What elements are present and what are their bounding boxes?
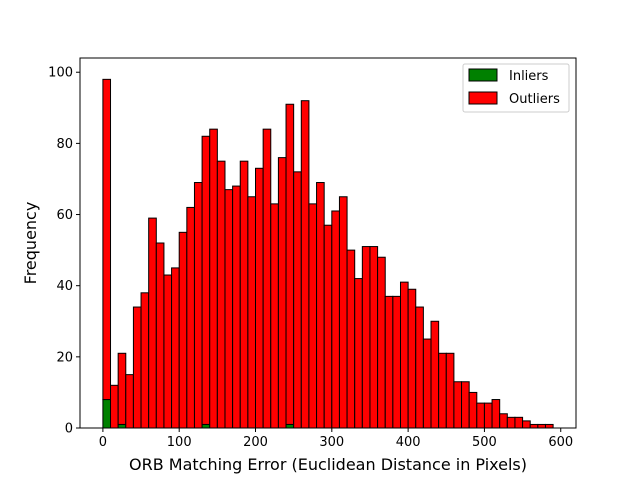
plot-frame	[79, 57, 577, 429]
bar-outliers	[361, 246, 371, 429]
bar-outliers	[239, 160, 249, 429]
bar-outliers	[155, 242, 165, 429]
bar-outliers	[506, 416, 516, 429]
bar-outliers	[338, 196, 348, 429]
bar-outliers	[193, 182, 203, 429]
bar-outliers	[110, 384, 119, 429]
y-axis: 0 20 40 60 80 100	[48, 66, 80, 437]
legend-swatch-inliers	[468, 68, 498, 82]
legend-label-outliers: Outliers	[509, 92, 560, 107]
bar-outliers	[399, 281, 409, 429]
bar-outliers	[247, 196, 257, 429]
bar-outliers	[384, 295, 394, 429]
bar-outliers	[369, 246, 379, 429]
bar-outliers	[407, 288, 417, 429]
bar-outliers	[262, 128, 272, 429]
bar-outliers	[102, 78, 112, 401]
y-tick-label: 20	[56, 350, 73, 365]
x-tick-label: 300	[319, 435, 344, 450]
bar-outliers	[125, 374, 134, 429]
bar-outliers	[148, 217, 157, 429]
legend: Inliers Outliers	[462, 63, 570, 113]
bar-outliers	[178, 231, 188, 429]
bar-outliers	[224, 189, 234, 429]
bar-outliers	[422, 338, 432, 429]
bar-outliers	[438, 352, 447, 429]
bar-inliers	[117, 423, 127, 429]
bar-outliers	[354, 278, 363, 429]
bar-outliers	[277, 157, 287, 429]
x-tick-label: 600	[548, 435, 573, 450]
x-tick-label: 0	[99, 435, 107, 450]
bar-outliers	[499, 413, 508, 429]
y-axis-label: Frequency	[21, 202, 40, 285]
bar-outliers	[232, 185, 241, 429]
x-axis: 0 100 200 300 400 500 600	[99, 428, 573, 450]
x-axis-label: ORB Matching Error (Euclidean Distance i…	[129, 455, 527, 474]
bar-inliers	[285, 423, 295, 429]
bar-outliers	[537, 423, 546, 429]
bar-outliers	[453, 381, 463, 429]
bar-outliers	[132, 306, 142, 429]
legend-label-inliers: Inliers	[509, 69, 549, 84]
bar-outliers	[483, 402, 493, 429]
bar-outliers	[445, 352, 455, 429]
bar-outliers	[514, 416, 524, 429]
bar-outliers	[216, 160, 226, 429]
bar-inliers	[102, 399, 112, 429]
x-tick-label: 500	[472, 435, 497, 450]
bar-outliers	[300, 100, 310, 429]
bar-outliers	[331, 210, 340, 429]
y-tick-label: 60	[56, 208, 73, 223]
x-tick-label: 100	[167, 435, 192, 450]
bar-outliers	[529, 423, 539, 429]
bar-outliers	[476, 402, 485, 429]
bar-outliers	[117, 352, 127, 425]
bar-outliers	[392, 295, 401, 429]
bar-outliers	[468, 391, 478, 429]
bar-outliers	[255, 167, 264, 429]
bar-outliers	[323, 224, 333, 429]
bar-outliers	[430, 320, 440, 429]
y-tick-label: 80	[56, 137, 73, 152]
bar-outliers	[140, 292, 150, 429]
bar-inliers	[201, 423, 211, 429]
bar-outliers	[285, 103, 295, 425]
bar-outliers	[415, 306, 424, 429]
y-tick-label: 0	[65, 422, 73, 437]
y-tick-label: 40	[56, 279, 73, 294]
bar-outliers	[377, 256, 386, 429]
bar-outliers	[270, 203, 279, 429]
bar-outliers	[544, 423, 554, 429]
bar-outliers	[346, 249, 356, 429]
bar-outliers	[308, 203, 318, 429]
bar-outliers	[522, 420, 531, 429]
bar-outliers	[186, 206, 195, 429]
legend-swatch-outliers	[468, 91, 498, 105]
bar-outliers	[293, 171, 302, 429]
bar-outliers	[201, 135, 211, 425]
x-tick-label: 200	[243, 435, 268, 450]
bar-outliers	[171, 267, 180, 429]
bar-outliers	[163, 274, 173, 429]
bar-outliers	[209, 128, 218, 429]
bar-outliers	[461, 381, 470, 429]
x-tick-label: 400	[396, 435, 421, 450]
bar-outliers	[316, 182, 325, 429]
y-tick-label: 100	[48, 66, 73, 81]
bar-outliers	[491, 399, 501, 429]
